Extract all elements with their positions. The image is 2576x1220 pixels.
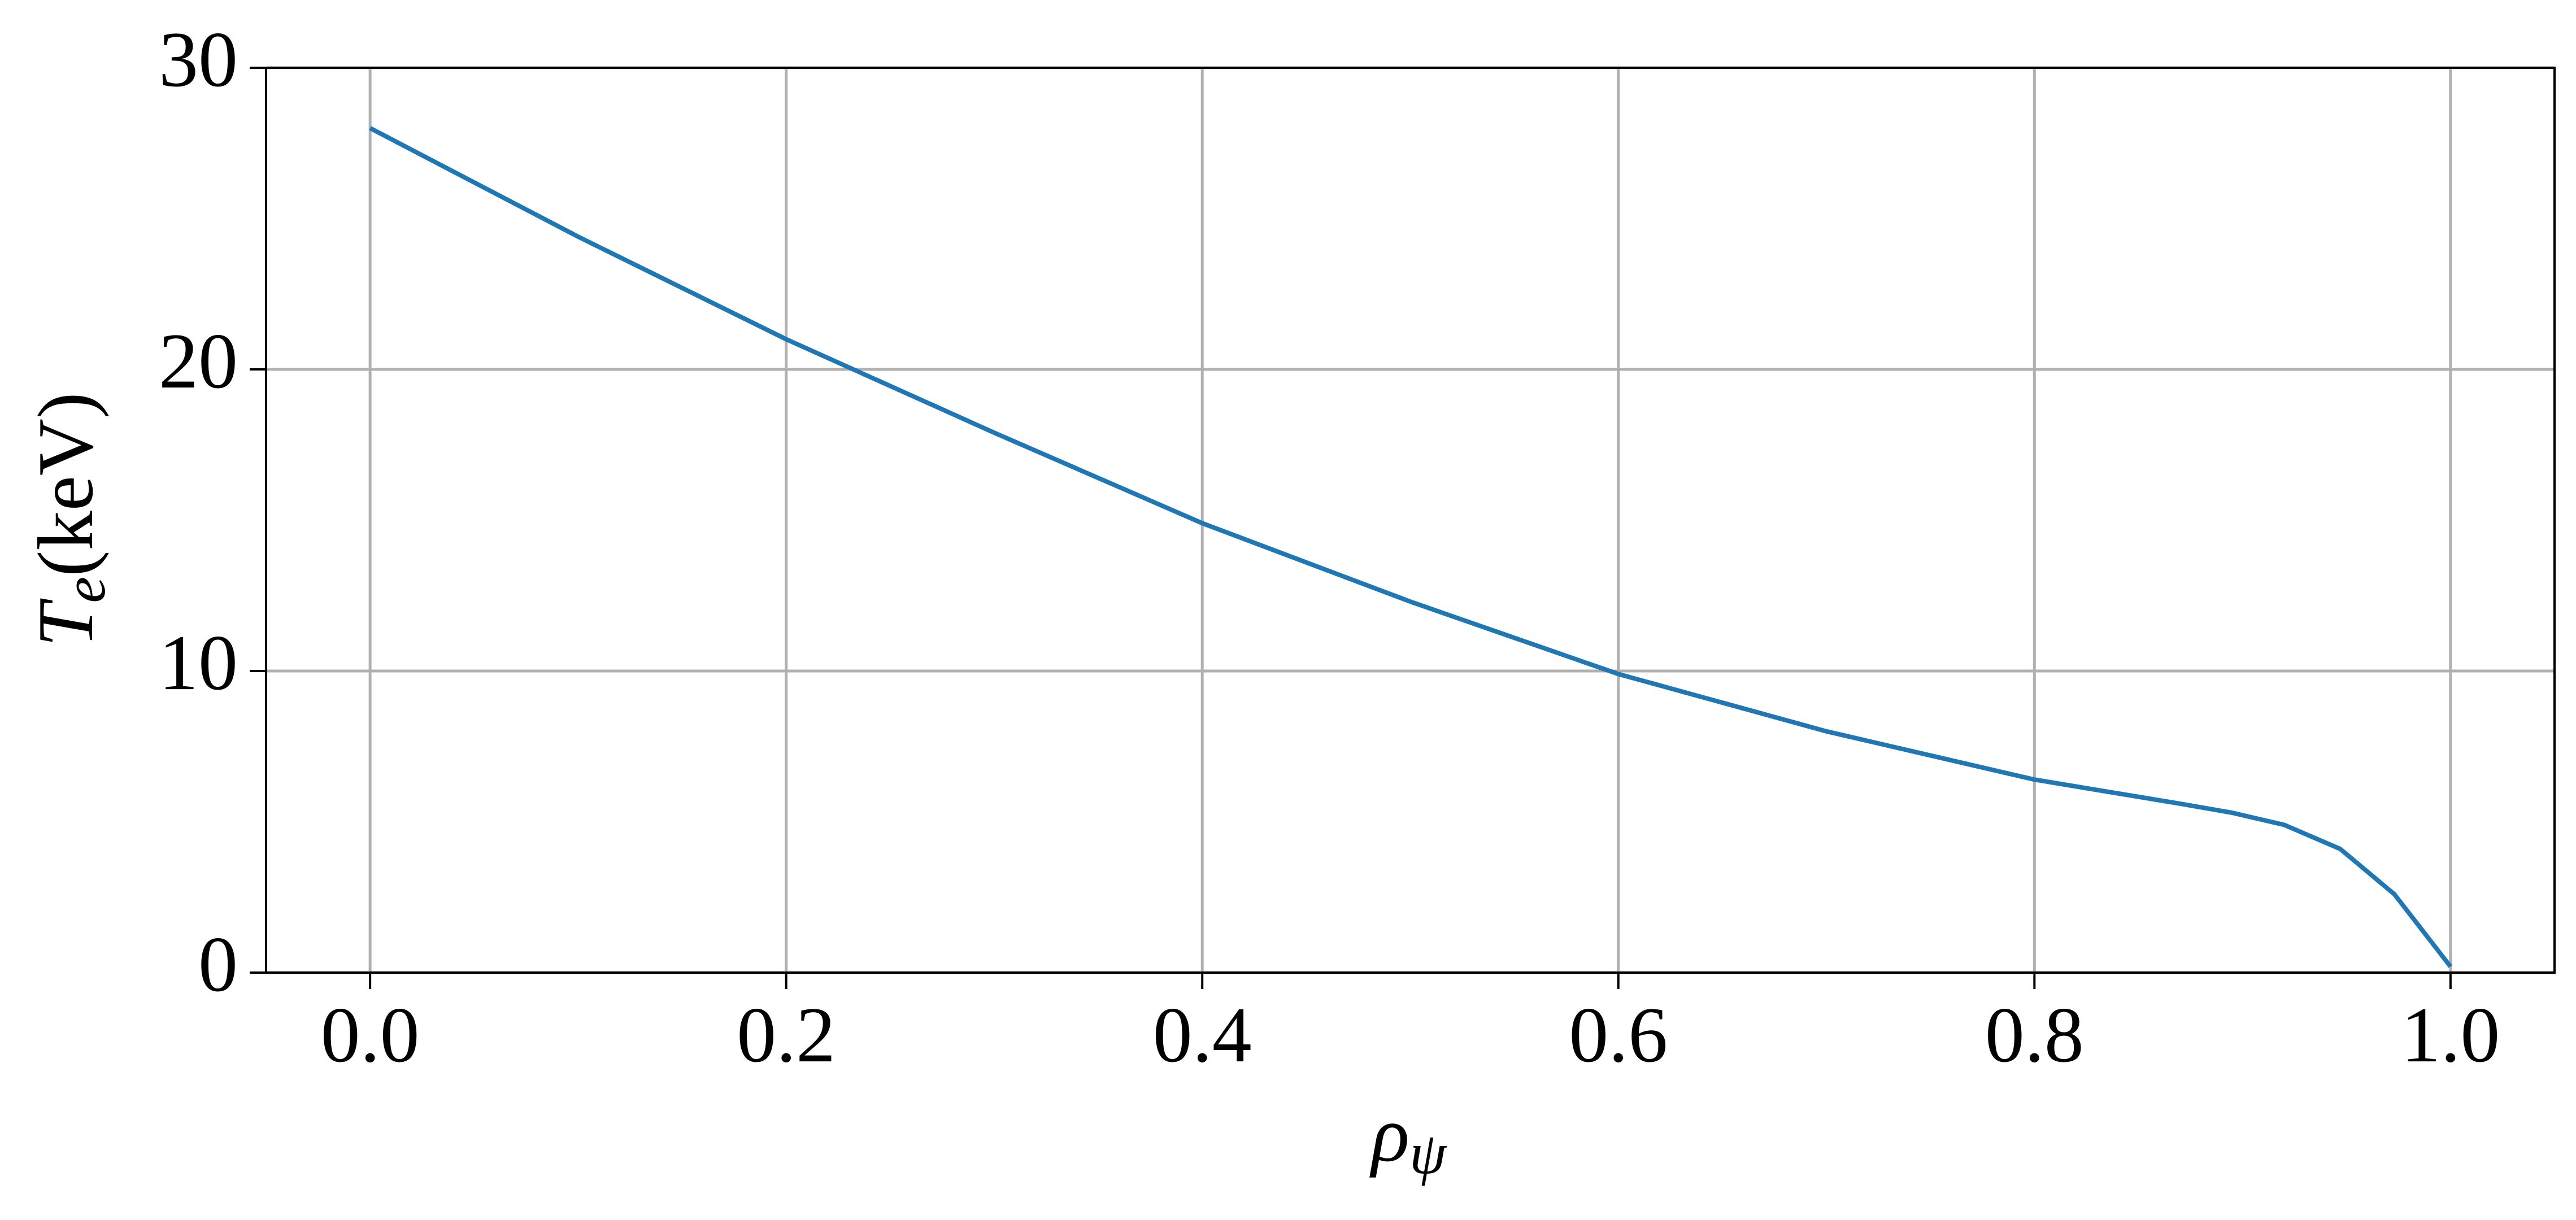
- y-tick-label: 20: [159, 317, 238, 405]
- x-label-symbol: ρ: [1369, 1091, 1409, 1178]
- x-tick-label: 0.2: [737, 991, 836, 1079]
- y-tick-label: 10: [159, 619, 238, 707]
- y-axis-label: Te(keV): [22, 393, 118, 647]
- x-tick-label: 1.0: [2401, 991, 2500, 1079]
- plot-frame: [265, 67, 2556, 974]
- y-tick-label: 30: [159, 16, 238, 103]
- x-tick-label: 0.4: [1153, 991, 1252, 1079]
- y-label-symbol: T: [22, 598, 110, 647]
- x-tick-label: 0.0: [321, 991, 420, 1079]
- x-label-subscript: ψ: [1409, 1120, 1447, 1186]
- data-line: [369, 126, 2453, 968]
- x-tick-label: 0.8: [1985, 991, 2084, 1079]
- y-label-subscript: e: [51, 577, 118, 603]
- y-tick-label: 0: [198, 921, 238, 1008]
- x-tick-label: 0.6: [1569, 991, 1668, 1079]
- y-label-unit: (keV): [22, 393, 110, 577]
- x-axis-label: ρψ: [1369, 1091, 1447, 1186]
